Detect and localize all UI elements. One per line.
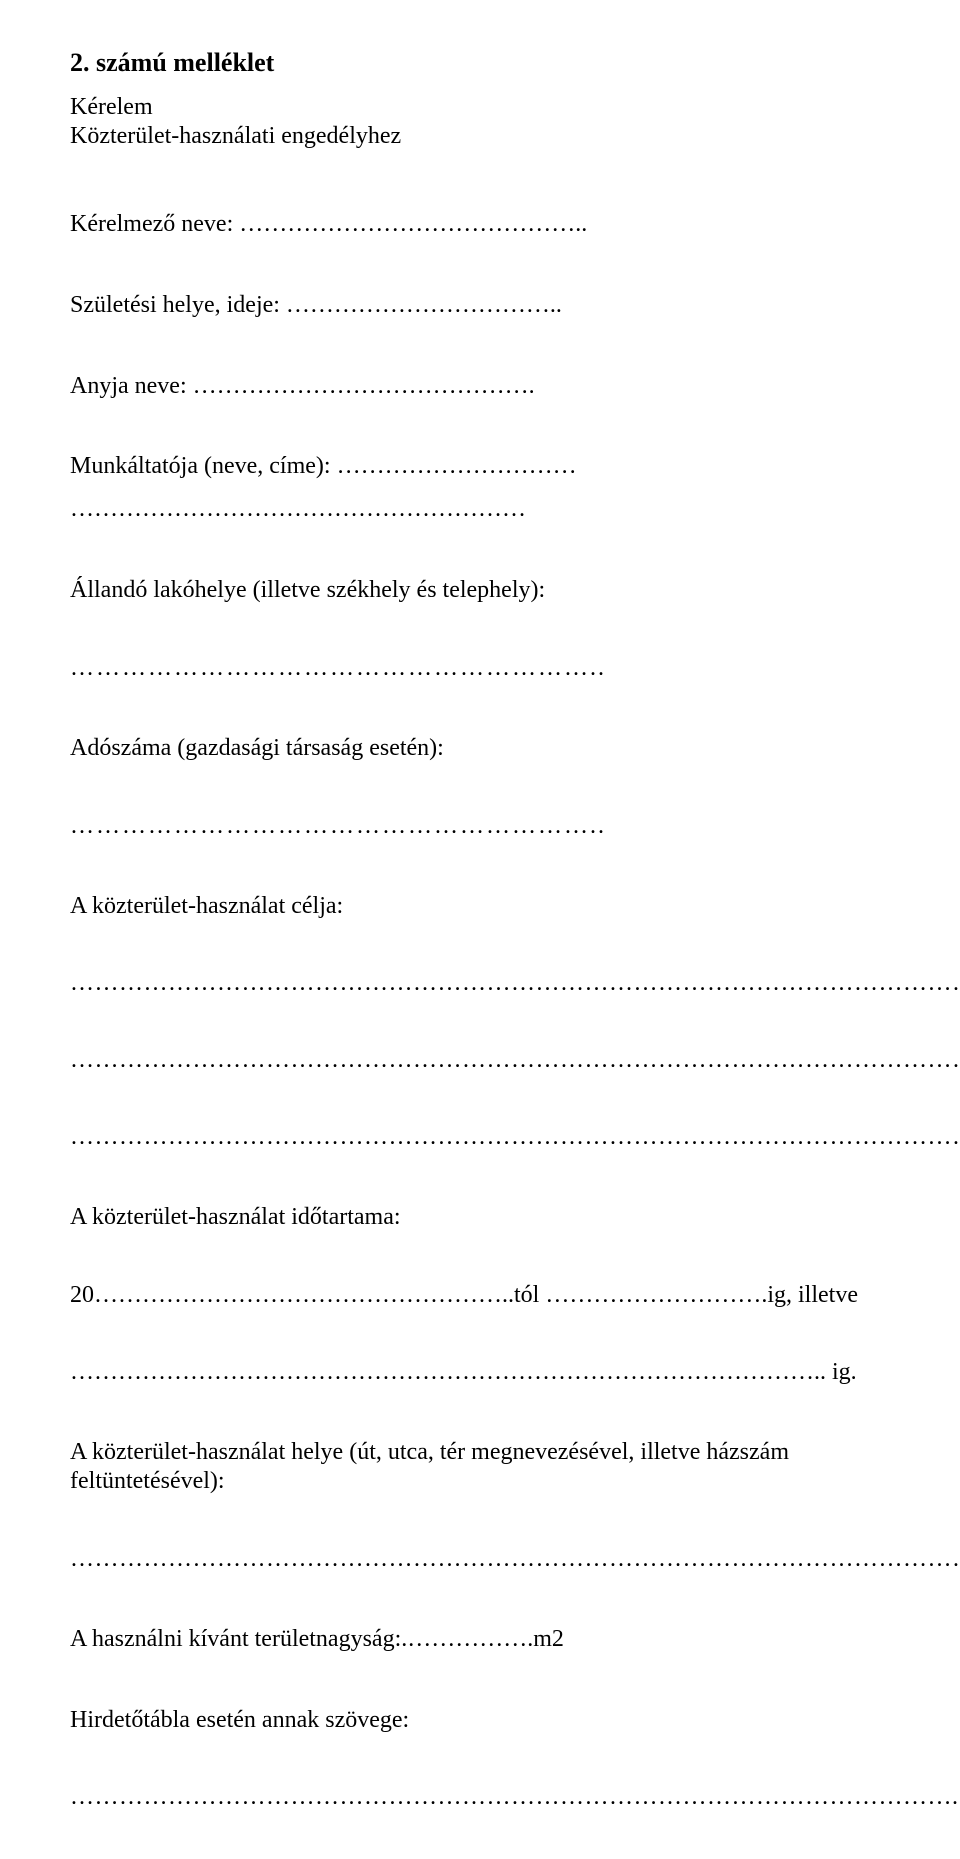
document-title: 2. számú melléklet: [70, 48, 890, 78]
applicant-name-field: Kérelmező neve: ……………………………………..: [70, 210, 890, 239]
birth-place-date-field: Születési helye, ideje: ……………………………..: [70, 291, 890, 320]
signboard-field: Hirdetőtábla esetén annak szövege:: [70, 1706, 890, 1735]
purpose-line-1: …………………………………………………………………………………………………: [70, 970, 890, 997]
residence-field: Állandó lakóhelye (illetve székhely és t…: [70, 576, 890, 605]
residence-dots: ……………………………………………………..: [70, 655, 890, 682]
date-from-to: 20……………………………………………..tól ……………………….ig, i…: [70, 1282, 890, 1309]
signboard-line: ……………………………………………………………………………………………….: [70, 1784, 890, 1811]
purpose-line-3: …………………………………………………………………………………………………: [70, 1124, 890, 1151]
location-line: …………………………………………………………………………………………………: [70, 1546, 890, 1573]
duration-field: A közterület-használat időtartama:: [70, 1203, 890, 1232]
subheading-line2: Közterület-használati engedélyhez: [70, 123, 890, 150]
employer-field: Munkáltatója (neve, címe): …………………………: [70, 452, 890, 481]
purpose-line-2: …………………………………………………………………………………………………: [70, 1047, 890, 1074]
subheading-line1: Kérelem: [70, 94, 890, 121]
date-until: ………………………………………………………………………………….. ig.: [70, 1359, 890, 1386]
purpose-field: A közterület-használat célja:: [70, 892, 890, 921]
tax-number-dots: ……………………………………………………..: [70, 813, 890, 840]
tax-number-field: Adószáma (gazdasági társaság esetén):: [70, 734, 890, 763]
employer-line: …………………………………………………: [70, 495, 890, 524]
area-field: A használni kívánt területnagyság:.………………: [70, 1625, 890, 1654]
location-field: A közterület-használat helye (út, utca, …: [70, 1438, 890, 1496]
mother-name-field: Anyja neve: …………………………………….: [70, 372, 890, 401]
